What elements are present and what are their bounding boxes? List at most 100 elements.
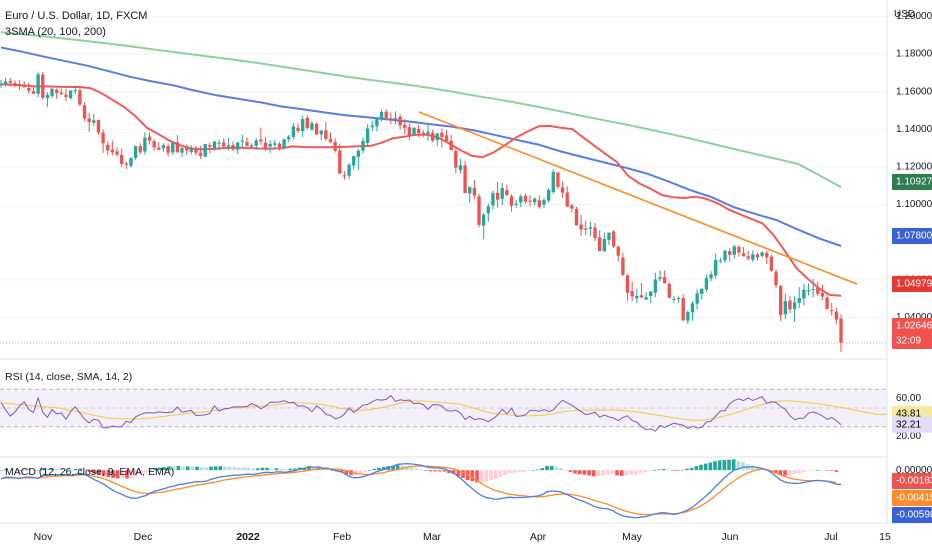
macd-histogram-bar [251,468,255,471]
trendline[interactable] [418,111,858,285]
candle-body [732,246,736,255]
candle-body [426,131,430,134]
candle-body [13,83,17,85]
macd-histogram-bar [671,470,675,471]
macd-axis: 0.00000 [896,465,932,476]
candle-body [509,196,514,206]
time-axis-label: Jun [722,531,739,543]
candle-body [811,289,815,291]
candle-body [259,139,263,142]
candle-body [370,125,374,128]
macd-histogram-bar [661,469,666,471]
candle-body [430,132,435,141]
candlestick-series[interactable] [0,71,843,353]
candle [157,142,161,150]
candle-body [607,232,611,240]
time-axis[interactable]: Nov Dec 2022 Feb Mar Apr May Jun Jul 15 [34,531,891,543]
price-tick-label: 1.14000 [896,124,932,135]
candle [830,302,834,316]
candle [73,85,77,95]
macd-histogram-bar [573,470,577,474]
candle-body [700,288,704,294]
macd-histogram-bar [13,470,17,471]
macd-histogram-bar [587,470,591,476]
candle-body [598,237,602,252]
candle [551,169,555,194]
chart-title: Euro / U.S. Dollar, 1D, FXCM [5,10,147,22]
candle [662,270,667,284]
rsi-axis: 60.00 20.00 [896,393,921,442]
rsi-tick-label: 20.00 [896,431,921,442]
candle [523,193,528,204]
candle-body [690,303,695,313]
candle-body [495,192,500,200]
time-axis-label: Dec [134,531,153,543]
candle-body [602,239,606,252]
candle-body [417,128,421,134]
candle-body [533,198,537,203]
macd-histogram-bar [330,470,335,471]
candle-body [788,300,792,310]
macd-histogram [0,459,839,483]
macd-histogram-bar [260,467,265,471]
candle [17,79,22,91]
candle [491,190,495,210]
candle [444,130,449,143]
macd-histogram-bar [176,465,181,471]
macd-histogram-bar [195,466,199,471]
macd-histogram-bar [685,468,689,471]
candle [407,123,412,141]
candle [259,127,263,145]
macd-histogram-bar [143,470,148,473]
candle [31,87,36,94]
candle [834,307,839,325]
macd-histogram-bar [344,470,349,475]
candle [495,181,500,208]
candle-body [36,74,40,94]
svg-text:-0.00598: -0.00598 [896,510,932,521]
candle [449,134,453,151]
macd-histogram-bar [59,469,64,471]
candle-body [22,86,26,88]
macd-histogram-bar [624,470,629,476]
candle-body [217,142,221,144]
candle [249,143,254,148]
macd-histogram-bar [755,467,759,471]
candle-body [59,92,63,94]
candle [291,122,296,140]
macd-histogram-bar [815,469,820,471]
macd-line [0,462,842,519]
macd-histogram-bar [157,467,162,471]
macd-badge: -0.00183 [892,473,932,489]
candle [45,92,50,108]
svg-text:-0.00183: -0.00183 [896,476,932,487]
candle [542,197,546,209]
candle-body [222,142,226,147]
candle [171,141,175,155]
price-tick-label: 1.18000 [896,49,932,60]
macd-histogram-bar [470,470,475,482]
candle-body [384,111,388,119]
candle-body [806,289,811,291]
candle [602,232,606,252]
candle [175,135,180,153]
macd-histogram-bar [31,469,36,471]
macd-histogram-bar [801,470,806,473]
candle [537,194,542,209]
macd-histogram-bar [652,470,657,471]
macd-histogram-bar [778,470,783,476]
sma20-line [0,83,842,297]
candle [723,250,727,263]
candle-body [8,80,12,83]
time-axis-label: 2022 [236,531,260,543]
macd-histogram-bar [120,470,125,479]
candle-body [588,227,593,229]
time-axis-label: Apr [530,531,547,543]
candle [152,139,156,151]
macd-histogram-bar [680,469,685,471]
candle-body [593,227,597,239]
candle [245,137,249,147]
candle-body [630,290,634,297]
candle [481,212,486,240]
